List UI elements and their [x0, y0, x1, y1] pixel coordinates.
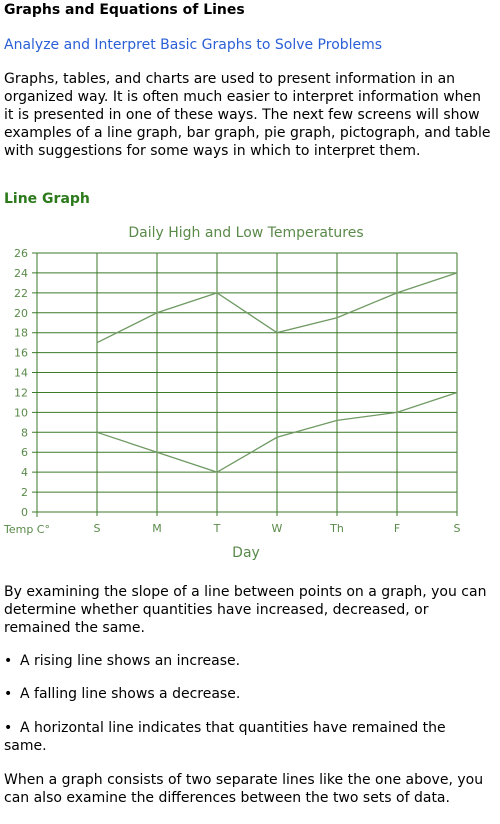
x-tick-label: S	[454, 522, 461, 535]
x-tick-label: M	[152, 522, 162, 535]
chart-grid	[32, 252, 458, 517]
bullet-item: • A rising line shows an increase.	[4, 653, 241, 669]
line-chart: Daily High and Low Temperatures 02468101…	[3, 225, 461, 561]
x-axis-label: Day	[232, 545, 260, 561]
slope-paragraph: By examining the slope of a line between…	[4, 584, 487, 636]
y-tick-label: 16	[14, 347, 28, 360]
x-tick-label: Th	[329, 522, 344, 535]
x-tick-label: T	[213, 522, 221, 535]
x-tick-labels: S M T W Th F S	[94, 522, 461, 535]
y-axis-label: Temp C°	[3, 523, 50, 536]
y-tick-label: 0	[21, 506, 28, 519]
y-tick-label: 14	[14, 367, 28, 380]
y-tick-label: 10	[14, 406, 28, 419]
x-tick-label: F	[394, 522, 400, 535]
y-tick-label: 18	[14, 327, 28, 340]
series-line-high	[96, 272, 458, 344]
series-line-low	[96, 391, 458, 473]
x-tick-label: W	[272, 522, 283, 535]
line-graph-heading: Line Graph	[4, 191, 90, 207]
bullet-item: • A falling line shows a decrease.	[4, 686, 241, 702]
intro-paragraph: Graphs, tables, and charts are used to p…	[4, 71, 491, 159]
closing-paragraph: When a graph consists of two separate li…	[4, 772, 484, 806]
y-tick-label: 24	[14, 267, 28, 280]
x-tick-label: S	[94, 522, 101, 535]
y-tick-label: 8	[21, 426, 28, 439]
bullet-item: • A horizontal line indicates that quanti…	[4, 720, 446, 754]
y-tick-label: 26	[14, 247, 28, 260]
y-tick-label: 2	[21, 486, 28, 499]
y-tick-label: 22	[14, 287, 28, 300]
y-tick-label: 20	[14, 307, 28, 320]
y-tick-label: 6	[21, 446, 28, 459]
page-title: Graphs and Equations of Lines	[4, 2, 245, 18]
section-subtitle-link[interactable]: Analyze and Interpret Basic Graphs to So…	[4, 37, 383, 53]
y-tick-label: 4	[21, 466, 28, 479]
chart-title: Daily High and Low Temperatures	[128, 225, 363, 241]
chart-series	[96, 272, 458, 473]
y-tick-label: 12	[14, 386, 28, 399]
